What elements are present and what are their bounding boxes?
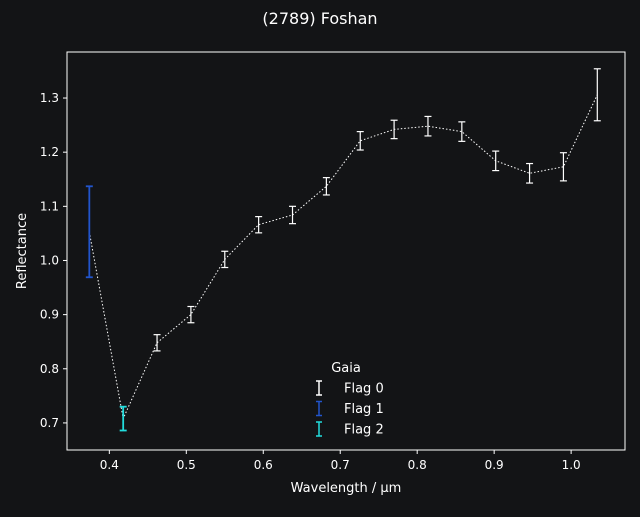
y-tick-label: 0.7 [40,416,59,430]
y-tick-label: 0.9 [40,308,59,322]
legend-entry: Flag 0 [316,380,384,397]
data-point [221,250,229,269]
x-axis-label: Wavelength / μm [291,481,402,496]
y-tick-label: 1.3 [40,91,59,105]
legend-entry: Flag 2 [316,421,384,438]
legend-title: Gaia [331,361,361,376]
x-tick-label: 0.7 [331,458,350,472]
data-point [424,115,432,137]
data-point [526,162,534,184]
legend-entry: Flag 1 [316,400,384,417]
data-point [322,177,330,196]
chart-title: (2789) Foshan [262,9,377,28]
y-axis-label: Reflectance [15,213,30,289]
x-tick-label: 1.0 [562,458,581,472]
data-point [390,119,398,140]
x-tick-label: 0.5 [177,458,196,472]
legend-label: Flag 0 [344,382,384,397]
data-point [119,405,127,432]
y-tick-label: 1.1 [40,199,59,213]
y-tick-label: 1.0 [40,253,59,267]
data-point [255,216,263,234]
x-tick-label: 0.8 [408,458,427,472]
legend-label: Flag 1 [344,402,384,417]
spectrum-line [88,94,598,421]
x-tick-label: 0.9 [485,458,504,472]
x-tick-label: 0.6 [254,458,273,472]
y-axis: 0.7 0.8 0.9 1.0 1.1 1.2 1.3 [40,91,67,430]
data-point [153,334,161,352]
data-points [85,68,601,432]
data-point [492,150,500,172]
data-point [85,185,93,279]
data-point [458,121,466,142]
x-axis: 0.4 0.5 0.6 0.7 0.8 0.9 1.0 [100,450,581,472]
data-point [187,305,195,324]
data-point [356,131,364,151]
data-point [593,68,601,122]
x-tick-label: 0.4 [100,458,119,472]
y-tick-label: 1.2 [40,145,59,159]
legend: Gaia Flag 0 Flag 1 Flag 2 [316,361,384,438]
data-point [559,152,567,182]
spectrum-line-path [88,94,598,421]
y-tick-label: 0.8 [40,362,59,376]
data-point [289,205,297,225]
plot-frame [66,51,626,451]
legend-label: Flag 2 [344,423,384,438]
